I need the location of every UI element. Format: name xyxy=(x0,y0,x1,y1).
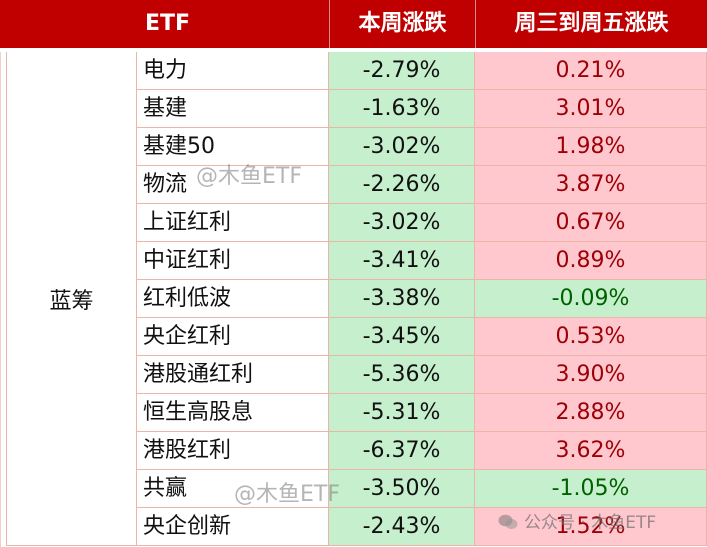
cell-week-change[interactable]: -2.79% xyxy=(329,52,475,90)
table-row: 港股通红利 -5.36% 3.90% xyxy=(137,356,707,394)
cell-week-change[interactable]: -6.37% xyxy=(329,432,475,470)
cell-etf-name[interactable]: 电力 xyxy=(137,52,329,90)
table-row: 共赢 -3.50% -1.05% xyxy=(137,470,707,508)
cell-week-change[interactable]: -5.36% xyxy=(329,356,475,394)
cell-wed-fri-change[interactable]: 0.89% xyxy=(475,242,707,280)
table-row: 电力 -2.79% 0.21% xyxy=(137,52,707,90)
grid-line xyxy=(0,52,1,547)
table-row: 港股红利 -6.37% 3.62% xyxy=(137,432,707,470)
table-row: 央企创新 -2.43% 1.52% xyxy=(137,508,707,546)
header-week-change[interactable]: 本周涨跌 xyxy=(329,0,475,48)
cell-week-change[interactable]: -1.63% xyxy=(329,90,475,128)
cell-wed-fri-change[interactable]: -1.05% xyxy=(475,470,707,508)
table-row: 上证红利 -3.02% 0.67% xyxy=(137,204,707,242)
table-row: 基建 -1.63% 3.01% xyxy=(137,90,707,128)
cell-etf-name[interactable]: 恒生高股息 xyxy=(137,394,329,432)
cell-etf-name[interactable]: 央企红利 xyxy=(137,318,329,356)
table-row: 央企红利 -3.45% 0.53% xyxy=(137,318,707,356)
header-wed-fri-change[interactable]: 周三到周五涨跌 xyxy=(475,0,707,48)
group-cell-bluechip[interactable]: 蓝筹 xyxy=(6,52,137,546)
cell-wed-fri-change[interactable]: 3.62% xyxy=(475,432,707,470)
table-header: ETF 本周涨跌 周三到周五涨跌 xyxy=(0,0,707,48)
cell-wed-fri-change[interactable]: 0.21% xyxy=(475,52,707,90)
cell-etf-name[interactable]: 共赢 xyxy=(137,470,329,508)
cell-week-change[interactable]: -3.45% xyxy=(329,318,475,356)
cell-etf-name[interactable]: 基建50 xyxy=(137,128,329,166)
cell-wed-fri-change[interactable]: 3.87% xyxy=(475,166,707,204)
cell-week-change[interactable]: -2.43% xyxy=(329,508,475,546)
cell-etf-name[interactable]: 港股红利 xyxy=(137,432,329,470)
cell-etf-name[interactable]: 红利低波 xyxy=(137,280,329,318)
cell-wed-fri-change[interactable]: 2.88% xyxy=(475,394,707,432)
cell-wed-fri-change[interactable]: 0.67% xyxy=(475,204,707,242)
cell-week-change[interactable]: -3.02% xyxy=(329,128,475,166)
cell-wed-fri-change[interactable]: 1.52% xyxy=(475,508,707,546)
table-row: 恒生高股息 -5.31% 2.88% xyxy=(137,394,707,432)
cell-etf-name[interactable]: 物流 xyxy=(137,166,329,204)
cell-week-change[interactable]: -5.31% xyxy=(329,394,475,432)
cell-wed-fri-change[interactable]: 1.98% xyxy=(475,128,707,166)
cell-wed-fri-change[interactable]: 3.90% xyxy=(475,356,707,394)
cell-week-change[interactable]: -3.50% xyxy=(329,470,475,508)
table-row: 中证红利 -3.41% 0.89% xyxy=(137,242,707,280)
cell-etf-name[interactable]: 基建 xyxy=(137,90,329,128)
cell-week-change[interactable]: -3.02% xyxy=(329,204,475,242)
header-etf[interactable]: ETF xyxy=(145,11,191,36)
table-row: 基建50 -3.02% 1.98% xyxy=(137,128,707,166)
table-row: 红利低波 -3.38% -0.09% xyxy=(137,280,707,318)
cell-etf-name[interactable]: 上证红利 xyxy=(137,204,329,242)
cell-wed-fri-change[interactable]: 3.01% xyxy=(475,90,707,128)
cell-week-change[interactable]: -3.38% xyxy=(329,280,475,318)
cell-etf-name[interactable]: 港股通红利 xyxy=(137,356,329,394)
cell-week-change[interactable]: -2.26% xyxy=(329,166,475,204)
cell-week-change[interactable]: -3.41% xyxy=(329,242,475,280)
cell-wed-fri-change[interactable]: 0.53% xyxy=(475,318,707,356)
table-row: 物流 -2.26% 3.87% xyxy=(137,166,707,204)
cell-wed-fri-change[interactable]: -0.09% xyxy=(475,280,707,318)
cell-etf-name[interactable]: 央企创新 xyxy=(137,508,329,546)
table-body: 电力 -2.79% 0.21% 基建 -1.63% 3.01% 基建50 -3.02% 1.98… xyxy=(137,52,707,546)
cell-etf-name[interactable]: 中证红利 xyxy=(137,242,329,280)
